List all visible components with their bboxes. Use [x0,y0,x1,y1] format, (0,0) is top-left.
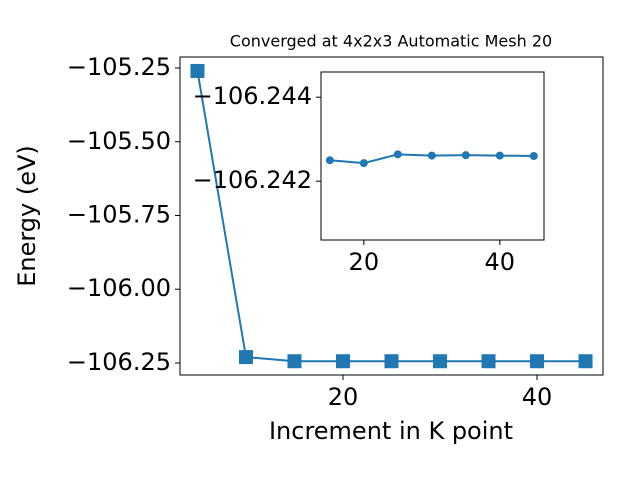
y-tick-label: −106.242 [193,166,312,194]
y-axis-label: Energy (eV) [13,145,41,287]
x-tick-label: 40 [522,383,553,411]
marker [433,354,448,369]
marker [427,151,436,160]
x-tick-label: 20 [328,383,359,411]
x-tick-label: 20 [349,248,380,276]
chart-title: Converged at 4x2x3 Automatic Mesh 20 [230,32,552,51]
marker [481,354,496,369]
x-tick-label: 40 [485,248,516,276]
marker [529,152,538,160]
marker [461,151,470,160]
y-tick-label: −105.50 [67,127,171,155]
marker [530,354,545,369]
marker [190,63,205,78]
marker [287,354,302,369]
y-tick-label: −106.25 [67,348,171,376]
marker [325,156,334,165]
x-axis-label: Increment in K point [269,417,513,445]
marker [578,354,593,369]
axes-frame [179,56,604,376]
y-tick-label: −106.244 [193,82,312,110]
marker [238,350,253,365]
marker [335,354,350,369]
marker [495,151,504,160]
y-tick-label: −105.75 [67,200,171,228]
marker [384,354,399,369]
axes-frame [320,71,545,241]
y-tick-label: −106.00 [67,274,171,302]
marker [359,159,368,168]
y-tick-label: −105.25 [67,53,171,81]
marker [393,150,402,159]
